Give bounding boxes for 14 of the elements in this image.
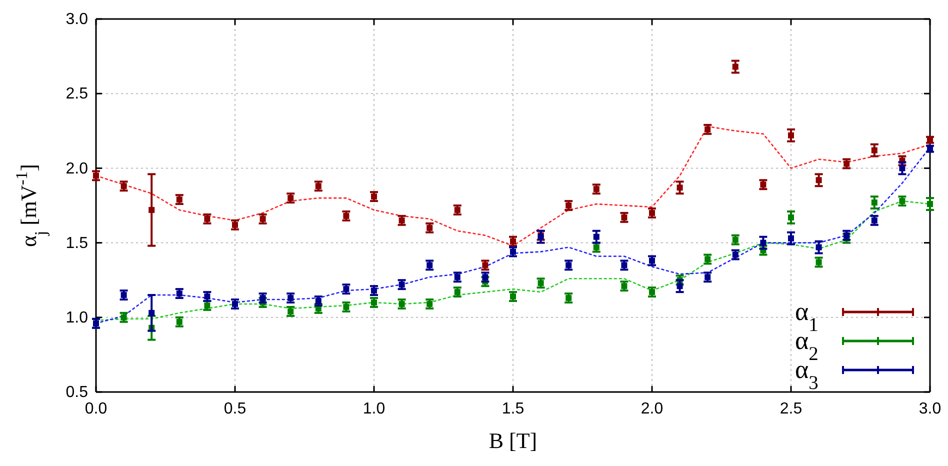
y-tick-label: 0.5	[66, 384, 88, 402]
y-tick-label: 3.0	[66, 11, 88, 28]
y-tick-label: 1.0	[66, 310, 88, 327]
x-tick-label: 0.0	[84, 400, 108, 418]
y-tick-label: 2.5	[66, 86, 88, 103]
x-tick-label: 0.5	[224, 400, 246, 418]
x-tick-label: 1.5	[502, 400, 524, 418]
y-tick-label: 2.0	[66, 160, 88, 178]
y-tick-label: 1.5	[66, 234, 88, 252]
x-tick-label: 1.0	[362, 400, 386, 418]
x-tick-label: 3.0	[918, 400, 942, 418]
x-axis-title: B [T]	[488, 428, 538, 453]
x-tick-label: 2.0	[640, 400, 664, 418]
x-tick-label: 2.5	[780, 400, 802, 418]
